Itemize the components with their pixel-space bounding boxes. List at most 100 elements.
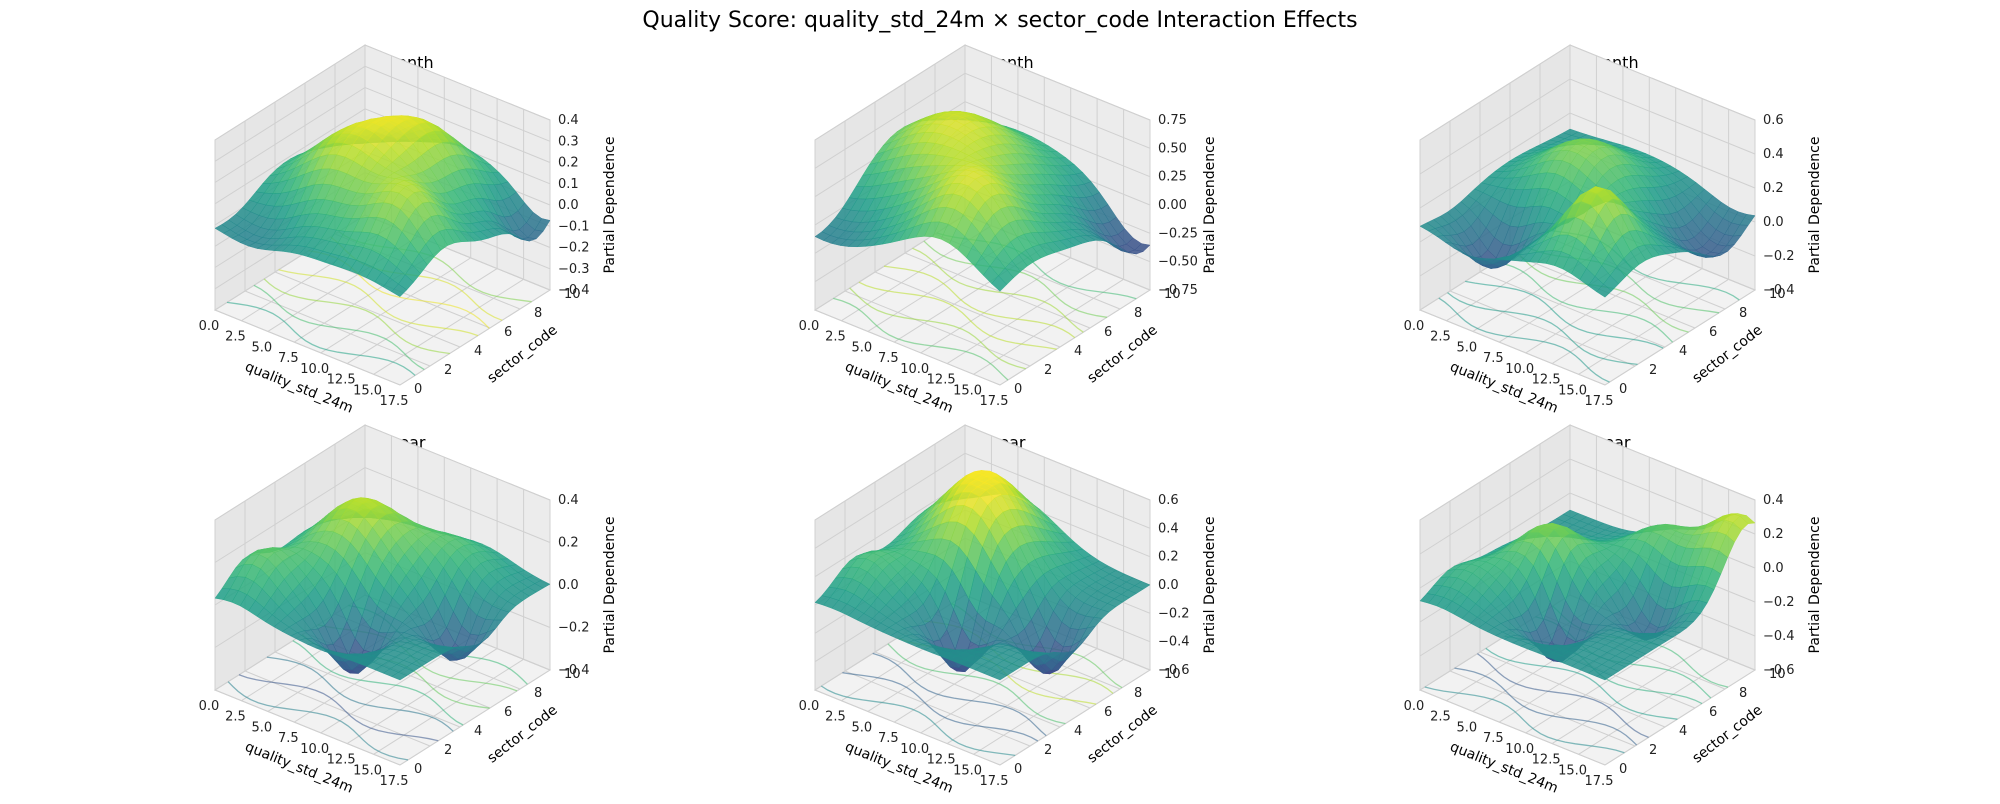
- x-tick-label: 7.5: [878, 351, 899, 366]
- y-tick-label: 6: [504, 705, 512, 720]
- x-tick-label: 5.0: [852, 720, 873, 735]
- x-tick-label: 17.5: [1585, 394, 1614, 409]
- x-tick-label: 7.5: [278, 351, 299, 366]
- x-tick-label: 10.0: [1505, 742, 1534, 757]
- z-tick-label: 0.50: [1158, 141, 1187, 156]
- z-tick-label: −0.2: [558, 241, 590, 256]
- x-tick-label: 0.0: [799, 319, 820, 334]
- z-tick-label: −0.2: [1763, 595, 1795, 610]
- x-axis-label: quality_std_24m: [843, 739, 956, 797]
- y-tick-label: 6: [1709, 705, 1717, 720]
- z-tick-label: 0.2: [1158, 550, 1179, 565]
- subplot-5-year: 5 year0.02.55.07.510.012.515.017.5qualit…: [1395, 424, 1823, 800]
- z-tick-label: −0.4: [1158, 635, 1190, 650]
- x-tick-label: 15.0: [1558, 763, 1587, 778]
- z-tick-label: 0.0: [1158, 578, 1179, 593]
- x-tick-label: 2.5: [825, 710, 846, 725]
- y-tick-label: 4: [474, 344, 482, 359]
- z-tick-label: −0.1: [558, 219, 590, 234]
- y-axis-label: sector_code: [1084, 322, 1160, 386]
- z-tick-label: −0.50: [1158, 255, 1198, 270]
- y-tick-label: 6: [504, 325, 512, 340]
- z-tick-label: 0.2: [1763, 527, 1784, 542]
- x-axis-label: quality_std_24m: [243, 739, 356, 797]
- subplot-1-year: 1 year0.02.55.07.510.012.515.017.5qualit…: [190, 424, 618, 800]
- gridlines: [814, 424, 1151, 766]
- x-tick-label: 5.0: [1457, 720, 1478, 735]
- subplot-3-month: 3 month0.02.55.07.510.012.515.017.5quali…: [790, 44, 1218, 420]
- y-tick-label: 2: [444, 743, 452, 758]
- x-tick-label: 7.5: [878, 731, 899, 746]
- x-tick-label: 15.0: [353, 763, 382, 778]
- y-tick-label: 8: [1134, 686, 1142, 701]
- x-tick-label: 12.5: [1532, 753, 1561, 768]
- z-tick-label: 0.00: [1158, 198, 1187, 213]
- y-tick-label: 0: [1619, 762, 1627, 777]
- x-tick-label: 2.5: [225, 330, 246, 345]
- x-tick-label: 7.5: [1483, 351, 1504, 366]
- z-tick-label: 0.4: [1763, 147, 1784, 162]
- y-tick-label: 10: [1164, 667, 1181, 682]
- z-tick-label: −0.4: [1763, 283, 1795, 298]
- surface-mesh: [1419, 509, 1756, 681]
- x-axis-label: quality_std_24m: [243, 359, 356, 417]
- y-tick-label: 8: [534, 686, 542, 701]
- y-tick-label: 2: [444, 363, 452, 378]
- z-tick-label: 0.4: [1158, 521, 1179, 536]
- z-axis-label: Partial Dependence: [602, 517, 618, 654]
- y-tick-label: 10: [564, 667, 581, 682]
- figure-title: Quality Score: quality_std_24m × sector_…: [642, 8, 1358, 33]
- surface-mesh: [214, 497, 551, 681]
- z-tick-label: 0.0: [558, 198, 579, 213]
- y-axis-label: sector_code: [1084, 702, 1160, 766]
- y-tick-label: 6: [1709, 325, 1717, 340]
- surface-plot: 2 year0.02.55.07.510.012.515.017.5qualit…: [799, 424, 1218, 797]
- x-tick-label: 12.5: [327, 373, 356, 388]
- z-tick-label: 0.1: [558, 177, 579, 192]
- subplot-6-month: 6 month0.02.55.07.510.012.515.017.5quali…: [1395, 44, 1823, 420]
- x-tick-label: 17.5: [980, 774, 1009, 789]
- surface-mesh: [814, 111, 1151, 292]
- x-tick-label: 5.0: [1457, 340, 1478, 355]
- y-tick-label: 10: [564, 287, 581, 302]
- x-tick-label: 17.5: [380, 774, 409, 789]
- x-tick-label: 7.5: [1483, 731, 1504, 746]
- z-tick-label: −0.4: [1763, 629, 1795, 644]
- z-tick-label: 0.2: [558, 156, 579, 171]
- z-tick-label: 0.2: [1763, 181, 1784, 196]
- y-tick-label: 10: [1769, 287, 1786, 302]
- surface-plot: 5 year0.02.55.07.510.012.515.017.5qualit…: [1404, 424, 1823, 797]
- x-tick-label: 5.0: [852, 340, 873, 355]
- y-tick-label: 2: [1649, 743, 1657, 758]
- z-tick-label: −0.2: [1763, 249, 1795, 264]
- x-tick-label: 15.0: [953, 763, 982, 778]
- z-tick-label: 0.6: [1158, 493, 1179, 508]
- z-axis-label: Partial Dependence: [1807, 517, 1823, 654]
- x-tick-label: 10.0: [900, 362, 929, 377]
- y-tick-label: 8: [1739, 686, 1747, 701]
- z-tick-label: −0.6: [1763, 663, 1795, 678]
- y-tick-label: 0: [1619, 382, 1627, 397]
- x-tick-label: 0.0: [199, 319, 220, 334]
- x-tick-label: 15.0: [953, 383, 982, 398]
- y-tick-label: 4: [1679, 344, 1687, 359]
- z-tick-label: −0.3: [558, 262, 590, 277]
- surface-mesh: [1419, 128, 1756, 298]
- z-tick-label: 0.0: [558, 578, 579, 593]
- x-tick-label: 0.0: [1404, 319, 1425, 334]
- z-tick-label: 0.4: [1763, 493, 1784, 508]
- y-tick-label: 8: [534, 306, 542, 321]
- z-tick-label: −0.25: [1158, 226, 1198, 241]
- y-tick-label: 0: [414, 382, 422, 397]
- x-tick-label: 2.5: [1430, 330, 1451, 345]
- y-tick-label: 2: [1649, 363, 1657, 378]
- subplot-2-year: 2 year0.02.55.07.510.012.515.017.5qualit…: [790, 424, 1218, 800]
- y-tick-label: 6: [1104, 705, 1112, 720]
- x-tick-label: 10.0: [300, 742, 329, 757]
- z-axis-label: Partial Dependence: [1202, 517, 1218, 654]
- contour-projection: [820, 603, 1123, 757]
- surface-plot: 1 month0.02.55.07.510.012.515.017.5quali…: [199, 44, 618, 417]
- x-tick-label: 17.5: [380, 394, 409, 409]
- x-tick-label: 2.5: [825, 330, 846, 345]
- y-axis-label: sector_code: [484, 702, 560, 766]
